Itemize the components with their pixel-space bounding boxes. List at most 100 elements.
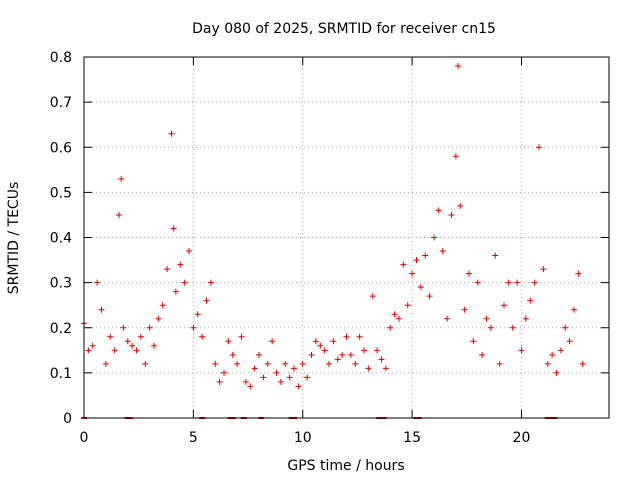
data-point-marker xyxy=(404,302,411,309)
data-point-marker xyxy=(238,333,245,340)
data-point-marker xyxy=(334,356,341,363)
data-point-marker xyxy=(247,383,254,390)
data-point-marker xyxy=(417,284,424,291)
y-tick-label: 0.8 xyxy=(50,50,72,66)
data-point-marker xyxy=(330,338,337,345)
data-point-marker xyxy=(159,302,166,309)
data-point-marker xyxy=(326,360,332,367)
data-point-marker xyxy=(286,374,293,381)
data-point-marker xyxy=(129,342,136,349)
data-point-marker xyxy=(172,288,179,295)
data-point-marker xyxy=(369,293,376,300)
data-point-marker xyxy=(155,315,162,322)
data-point-marker xyxy=(461,306,468,313)
data-point-marker xyxy=(396,315,402,322)
data-point-marker xyxy=(190,324,197,331)
data-point-marker xyxy=(277,378,284,385)
data-point-marker xyxy=(457,202,464,209)
data-point-marker xyxy=(365,365,372,372)
y-tick-label: 0.6 xyxy=(50,140,72,156)
data-point-marker xyxy=(291,365,297,372)
data-point-marker xyxy=(85,347,92,354)
y-tick-label: 0.3 xyxy=(50,276,72,292)
data-point-marker xyxy=(225,338,232,345)
data-points xyxy=(81,63,586,390)
data-point-marker xyxy=(522,315,529,322)
data-point-marker xyxy=(199,333,206,340)
plot-frame xyxy=(83,56,610,419)
data-point-marker xyxy=(509,324,516,331)
data-point-marker xyxy=(382,365,389,372)
data-point-marker xyxy=(312,338,319,345)
data-point-marker xyxy=(256,351,262,358)
data-point-marker xyxy=(448,211,455,218)
data-point-marker xyxy=(102,360,109,367)
data-point-marker xyxy=(387,324,394,331)
data-point-marker xyxy=(553,369,560,376)
data-point-marker xyxy=(177,261,184,268)
data-point-marker xyxy=(470,338,477,345)
data-point-marker xyxy=(107,333,114,340)
data-point-marker xyxy=(273,369,280,376)
data-point-marker xyxy=(439,248,446,255)
data-point-marker xyxy=(282,360,289,367)
data-point-marker xyxy=(264,360,271,367)
data-point-marker xyxy=(455,63,462,70)
data-point-marker xyxy=(352,360,359,367)
data-point-marker xyxy=(501,302,507,309)
axis-ticks xyxy=(83,56,609,419)
data-point-marker xyxy=(492,252,499,259)
data-point-marker xyxy=(124,338,131,345)
data-point-marker xyxy=(540,266,547,273)
y-tick-label: 0.5 xyxy=(50,185,72,201)
data-point-marker xyxy=(118,175,125,182)
data-point-marker xyxy=(181,279,188,286)
data-point-marker xyxy=(518,347,525,354)
data-point-marker xyxy=(343,333,350,340)
data-point-marker xyxy=(116,211,122,218)
x-tick-label: 20 xyxy=(513,430,531,446)
data-point-marker xyxy=(514,279,521,286)
data-point-marker xyxy=(251,365,258,372)
data-point-marker xyxy=(483,315,490,322)
data-point-marker xyxy=(339,351,346,358)
chart-title: Day 080 of 2025, SRMTID for receiver cn1… xyxy=(192,21,496,37)
data-point-marker xyxy=(557,347,564,354)
data-point-marker xyxy=(212,360,219,367)
data-point-marker xyxy=(562,324,569,331)
data-point-marker xyxy=(260,374,267,381)
data-point-marker xyxy=(242,378,249,385)
x-tick-label: 10 xyxy=(294,430,312,446)
data-point-marker xyxy=(536,144,542,151)
data-point-marker xyxy=(321,347,328,354)
data-point-marker xyxy=(120,324,127,331)
data-point-marker xyxy=(133,347,140,354)
data-point-marker xyxy=(479,351,486,358)
x-tick-label: 5 xyxy=(189,430,198,446)
data-point-marker xyxy=(466,270,472,277)
y-tick-label: 0 xyxy=(63,411,72,427)
data-point-marker xyxy=(164,266,171,273)
data-point-marker xyxy=(151,342,157,349)
data-point-marker xyxy=(137,333,144,340)
tick-labels: 0 0.1 0.2 0.3 0.4 0.5 0.6 0.7 0.8 0 5 10 15 20 xyxy=(50,50,531,446)
data-point-marker xyxy=(549,351,556,358)
y-tick-label: 0.1 xyxy=(50,366,72,382)
data-point-marker xyxy=(203,297,210,304)
x-axis-label: GPS time / hours xyxy=(287,458,404,474)
y-tick-label: 0.7 xyxy=(50,95,72,111)
data-point-marker xyxy=(431,234,437,241)
data-point-marker xyxy=(168,130,175,137)
data-point-marker xyxy=(347,351,354,358)
data-point-marker xyxy=(487,324,494,331)
data-point-marker xyxy=(435,207,442,214)
grid-lines xyxy=(84,57,609,418)
data-point-marker xyxy=(391,311,398,318)
data-point-marker xyxy=(378,356,385,363)
data-point-marker xyxy=(146,324,153,331)
data-point-marker xyxy=(566,338,573,345)
data-point-marker xyxy=(505,279,512,286)
data-point-marker xyxy=(409,270,416,277)
